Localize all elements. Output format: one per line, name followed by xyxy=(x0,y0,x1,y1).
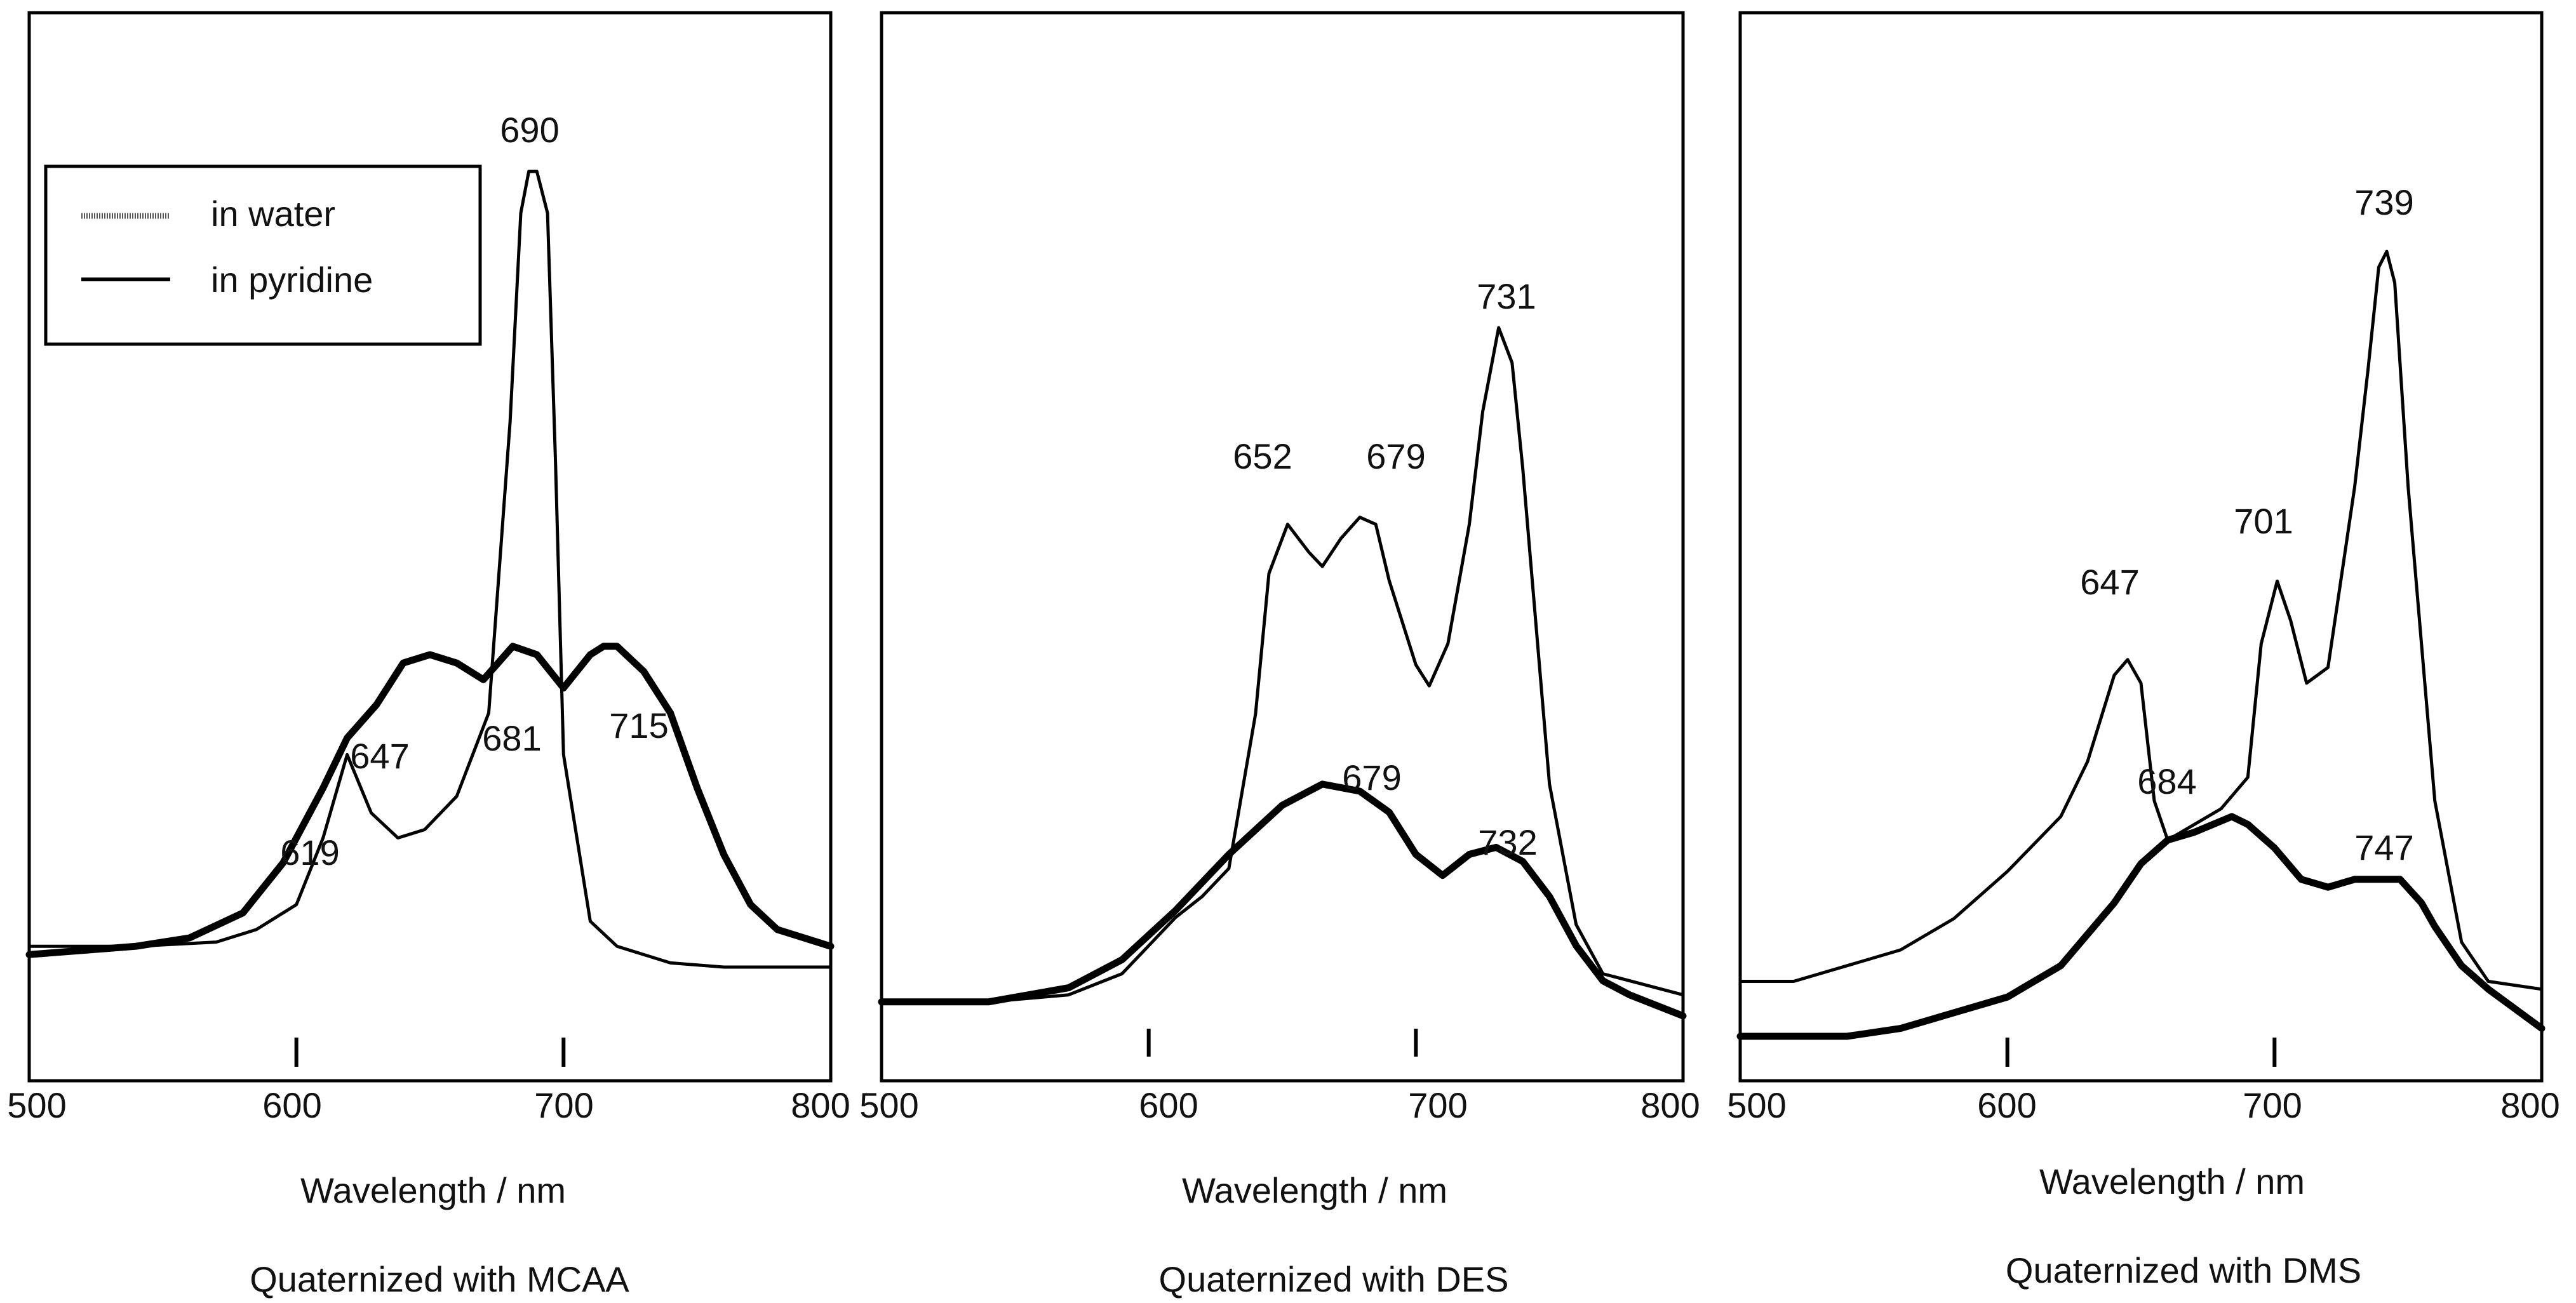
x-tick-label: 600 xyxy=(1977,1085,2036,1125)
panel-des-x-ticks xyxy=(1146,1029,1418,1057)
peak-label: 739 xyxy=(2354,182,2413,222)
peak-label: 732 xyxy=(1478,822,1537,862)
peak-label: 679 xyxy=(1342,758,1401,798)
peak-label: 715 xyxy=(609,705,668,745)
peak-label: 647 xyxy=(2080,562,2139,602)
peak-label: 747 xyxy=(2354,827,2413,867)
x-tick-label: 800 xyxy=(1640,1085,1700,1125)
legend-water-label: in water xyxy=(211,194,335,234)
legend-box xyxy=(44,164,482,346)
panel-dms-pyridine-curve xyxy=(1736,813,2546,1040)
x-tick-label: 500 xyxy=(859,1085,918,1125)
panel-dms: 739 701 647 684 747 500 600 700 800 Wave… xyxy=(1727,11,2560,1290)
peak-label: 684 xyxy=(2137,761,2196,801)
x-tick-label: 800 xyxy=(2500,1085,2559,1125)
peak-label: 679 xyxy=(1366,436,1425,476)
x-tick-label: 600 xyxy=(1139,1085,1198,1125)
peak-label: 731 xyxy=(1477,276,1536,316)
x-tick-label: 700 xyxy=(534,1085,593,1125)
x-axis-label: Wavelength / nm xyxy=(2039,1161,2305,1201)
x-axis-label: Wavelength / nm xyxy=(1182,1170,1447,1210)
panel-mcaa-x-ticks xyxy=(294,1038,566,1067)
x-tick-label: 500 xyxy=(1727,1085,1786,1125)
panel-mcaa-water-curve xyxy=(27,170,833,969)
panel-des-pyridine-curve xyxy=(878,780,1687,1020)
x-tick-label: 700 xyxy=(1408,1085,1467,1125)
panel-dms-x-ticks xyxy=(2005,1038,2277,1067)
panel-des-water-curve xyxy=(880,326,1685,1004)
peak-label: 690 xyxy=(500,110,559,150)
x-tick-label: 600 xyxy=(262,1085,321,1125)
panel-mcaa-frame xyxy=(27,11,833,1083)
x-axis-label: Wavelength / nm xyxy=(300,1170,566,1210)
x-tick-label: 800 xyxy=(791,1085,850,1125)
peak-label: 652 xyxy=(1233,436,1292,476)
panel-title: Quaternized with DMS xyxy=(2006,1250,2361,1290)
panel-dms-water-curve xyxy=(1738,250,2544,991)
peak-label: 619 xyxy=(280,832,339,872)
legend: in water in pyridine xyxy=(44,164,482,346)
panel-des-frame xyxy=(880,11,1685,1083)
peak-label: 647 xyxy=(350,736,409,776)
panel-title: Quaternized with DES xyxy=(1159,1259,1509,1299)
peak-label: 701 xyxy=(2234,501,2293,541)
legend-pyridine-label: in pyridine xyxy=(211,260,373,300)
panel-mcaa-pyridine-curve xyxy=(25,643,835,958)
x-tick-label: 700 xyxy=(2243,1085,2302,1125)
panel-des: 731 652 679 679 732 500 600 700 800 Wave… xyxy=(859,11,1700,1299)
panel-mcaa: in water in pyridine 690 619 647 681 715… xyxy=(7,11,850,1299)
x-tick-label: 500 xyxy=(7,1085,66,1125)
panel-dms-frame xyxy=(1738,11,2544,1083)
panel-title: Quaternized with MCAA xyxy=(250,1259,629,1299)
peak-label: 681 xyxy=(482,718,541,758)
